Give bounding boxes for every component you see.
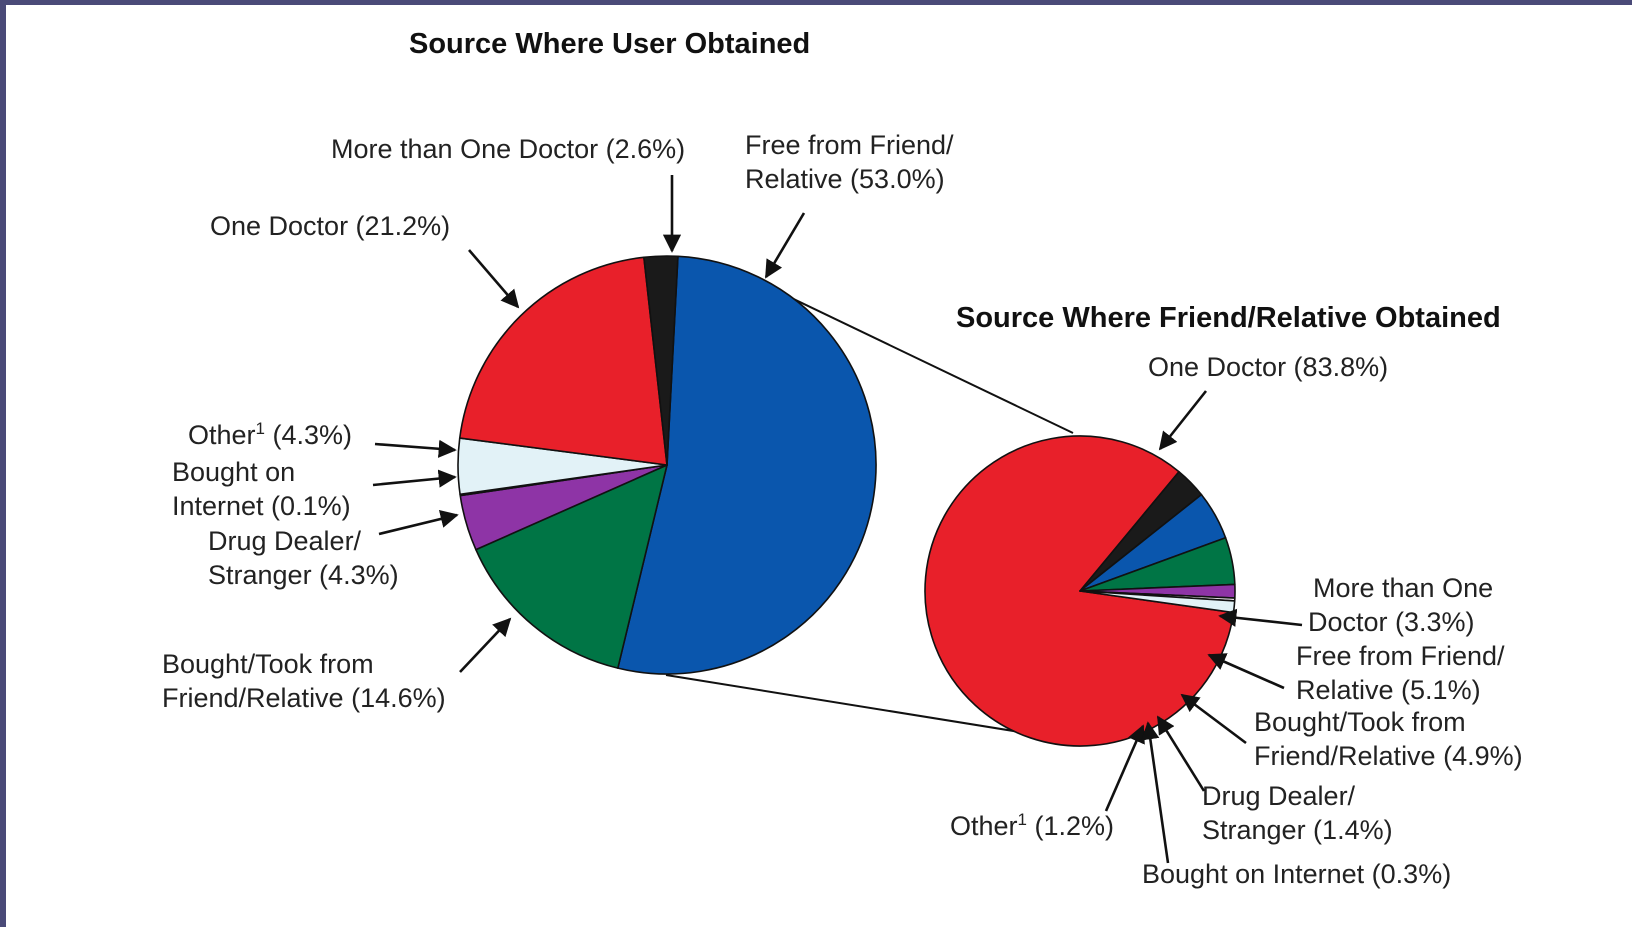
connector-line-top xyxy=(757,281,1074,434)
label-user-more-than-one-doctor: More than One Doctor (2.6%) xyxy=(331,134,685,164)
pie-user-obtained xyxy=(457,255,877,675)
arrow-friend-other xyxy=(1104,724,1145,812)
arrow-user-free-from-friend xyxy=(764,212,806,279)
label-friend-one-doctor: One Doctor (83.8%) xyxy=(1148,352,1388,382)
label-friend-bought-took: Bought/Took from Friend/Relative (4.9%) xyxy=(1254,707,1523,771)
user-slice-bought-took-from xyxy=(475,464,668,669)
chart-frame: Source Where User Obtained Source Where … xyxy=(6,5,1632,927)
arrow-user-other xyxy=(374,439,457,458)
label-user-drug-dealer: Drug Dealer/ Stranger (4.3%) xyxy=(208,526,399,590)
label-friend-bought-on-internet: Bought on Internet (0.3%) xyxy=(1142,859,1451,889)
arrow-friend-more-than-one-doctor xyxy=(1218,608,1303,627)
label-friend-free-from-friend: Free from Friend/ Relative (5.1%) xyxy=(1296,641,1512,705)
label-user-bought-took: Bought/Took from Friend/Relative (14.6%) xyxy=(162,649,446,713)
label-friend-other: Other1 (1.2%) xyxy=(950,810,1114,841)
arrow-friend-free-from-friend xyxy=(1207,653,1285,690)
label-user-other: Other1 (4.3%) xyxy=(188,419,352,450)
arrow-friend-bought-on-internet xyxy=(1141,721,1170,864)
label-user-one-doctor: One Doctor (21.2%) xyxy=(210,211,450,241)
arrow-user-drug-dealer xyxy=(378,510,459,536)
label-user-free-from-friend: Free from Friend/ Relative (53.0%) xyxy=(745,130,961,194)
arrow-friend-one-doctor xyxy=(1158,390,1208,451)
connector-line-bottom xyxy=(665,674,1027,734)
arrow-user-bought-took xyxy=(459,617,512,673)
arrow-user-bought-on-internet xyxy=(372,469,457,488)
label-user-bought-on-internet: Bought on Internet (0.1%) xyxy=(172,457,351,521)
pie-friend-obtained xyxy=(924,435,1236,747)
chart-title-friend: Source Where Friend/Relative Obtained xyxy=(956,302,1501,334)
arrow-user-one-doctor xyxy=(468,249,520,309)
user-slice-free-from-friend xyxy=(617,255,877,675)
arrow-friend-bought-took xyxy=(1180,693,1247,745)
arrow-friend-drug-dealer xyxy=(1156,715,1206,792)
user-slice-more-than-one-doctor-2-6 xyxy=(643,255,679,466)
pie-charts: Source Where User Obtained Source Where … xyxy=(162,28,1523,889)
chart-title-user: Source Where User Obtained xyxy=(409,28,810,60)
label-friend-drug-dealer: Drug Dealer/ Stranger (1.4%) xyxy=(1202,781,1393,845)
label-friend-more-than-one-doctor: More than One Doctor (3.3%) xyxy=(1308,573,1501,637)
user-slice-one-doctor-21-2 xyxy=(458,256,668,466)
